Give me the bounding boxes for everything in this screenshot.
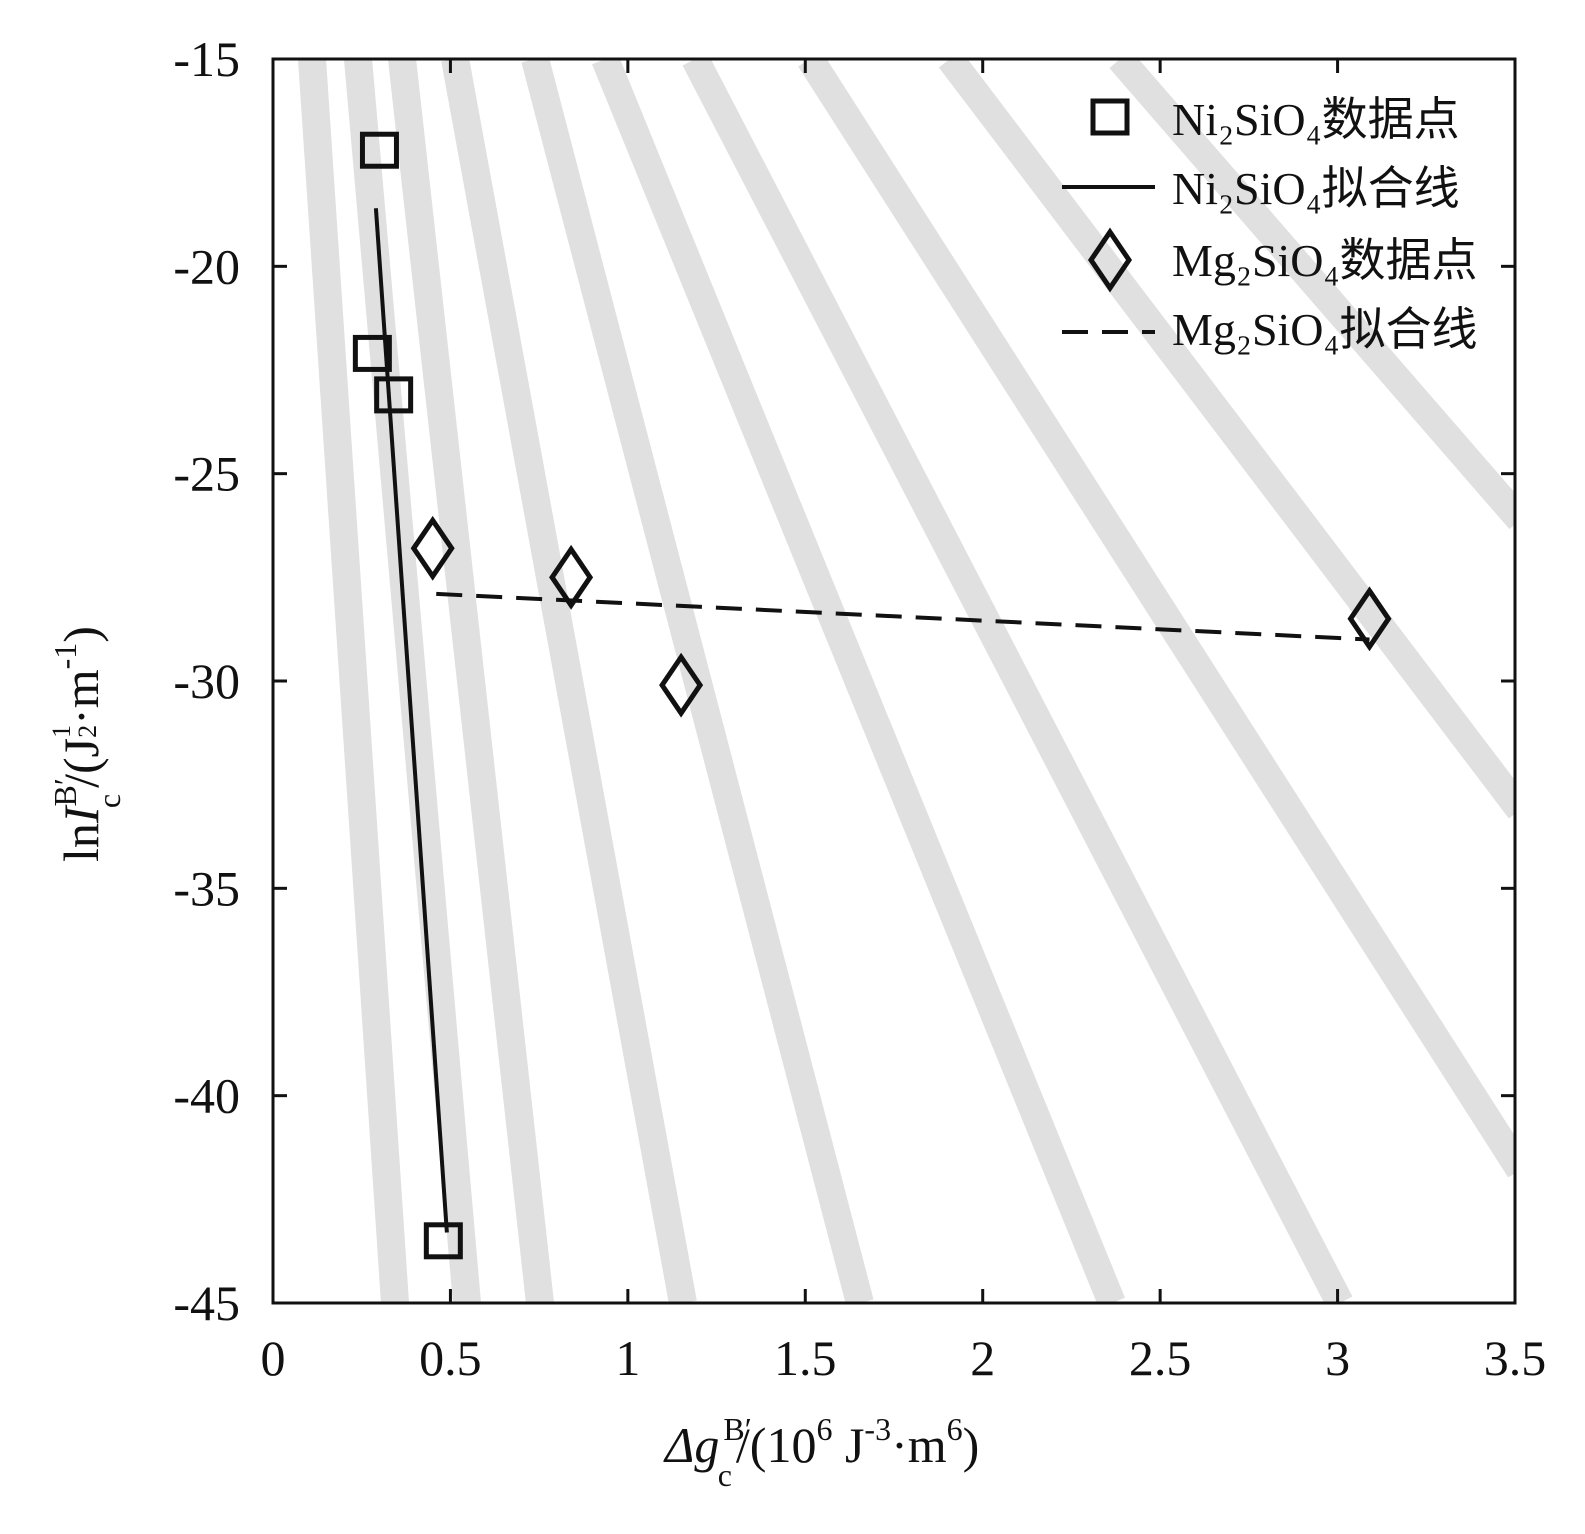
mg-data-point [410, 515, 455, 581]
x-tick-label: 2 [970, 1330, 995, 1386]
background-stripe [344, 59, 481, 1303]
mg-data-point [659, 652, 704, 718]
x-tick-label: 0.5 [419, 1330, 482, 1386]
y-tick-label: -45 [173, 1275, 240, 1331]
ni-data-point [423, 1222, 463, 1260]
x-tick-label: 1 [615, 1330, 640, 1386]
background-stripe [938, 59, 1515, 819]
ni-data-point [374, 376, 414, 414]
x-axis: 0 0.5 1 1.5 2 2.5 3 3.5 [261, 59, 1547, 1386]
legend-diamond-marker [1087, 227, 1133, 293]
ni-fit-line [373, 208, 449, 1233]
mg-data-point [549, 544, 594, 610]
y-tick-label: -35 [173, 860, 240, 916]
background-stripe [682, 59, 1353, 1303]
x-axis-title: Δg B′ c/(106 J-3·m6) [663, 1411, 979, 1493]
y-axis-title: lnIB′ c/(J12·m-1) [47, 626, 127, 862]
background-stripe [592, 59, 1125, 1303]
data-series [352, 131, 1392, 1260]
x-tick-label: 1.5 [774, 1330, 837, 1386]
legend-label-mg-points: Mg₂SiO₄数据点 [1172, 235, 1478, 286]
x-tick-label: 3.5 [1484, 1330, 1547, 1386]
background-stripe [298, 59, 409, 1303]
y-axis: -15 -20 -25 -30 -35 -40 -45 [173, 31, 1515, 1331]
legend-label-ni-fit: Ni₂SiO₄拟合线 [1172, 163, 1460, 214]
mg-data-point [1347, 586, 1392, 652]
background-stripe [388, 59, 554, 1303]
background-stripe [441, 59, 697, 1303]
background-stripe [1109, 59, 1515, 530]
x-tick-label: 2.5 [1129, 1330, 1192, 1386]
legend-label-ni-points: Ni₂SiO₄数据点 [1172, 94, 1460, 145]
y-tick-label: -30 [173, 653, 240, 709]
ni-data-point [352, 334, 392, 372]
y-tick-label: -15 [173, 31, 240, 87]
y-tick-label: -20 [173, 238, 240, 294]
background-stripe [798, 59, 1515, 1178]
x-tick-label: 3 [1325, 1330, 1350, 1386]
legend-label-mg-fit: Mg₂SiO₄拟合线 [1172, 304, 1478, 355]
legend: Ni₂SiO₄数据点 Ni₂SiO₄拟合线 Mg₂SiO₄数据点 Mg₂SiO₄… [1062, 94, 1478, 355]
y-tick-label: -25 [173, 446, 240, 502]
mg-fit-line [436, 591, 1370, 642]
legend-square-marker [1090, 98, 1130, 136]
ni-data-point [359, 131, 399, 169]
y-tick-label: -40 [173, 1068, 240, 1124]
x-tick-label: 0 [261, 1330, 286, 1386]
